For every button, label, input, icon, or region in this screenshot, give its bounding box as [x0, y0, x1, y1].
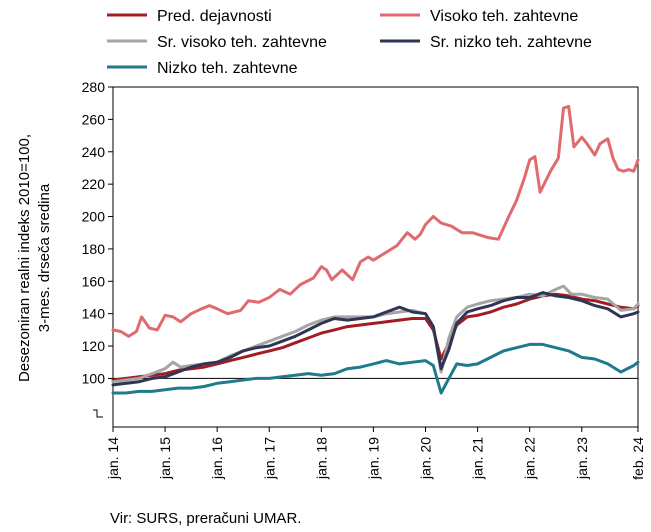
- plot-area-frame: [112, 86, 639, 428]
- x-tick-label: jan. 21: [470, 437, 486, 480]
- x-tick-label: jan. 15: [157, 437, 173, 480]
- legend-label: Sr. visoko teh. zahtevne: [157, 34, 327, 51]
- x-tick-label: jan. 18: [313, 437, 329, 480]
- x-tick-label: feb. 24: [630, 437, 646, 480]
- y-tick-label: 220: [82, 176, 106, 192]
- y-tick-label: 100: [82, 370, 106, 386]
- y-tick-label: 140: [82, 306, 106, 322]
- x-tick-label: jan. 17: [261, 437, 277, 480]
- legend-label: Pred. dejavnosti: [157, 8, 272, 25]
- legend-label: Sr. nizko teh. zahtevne: [430, 34, 592, 51]
- legend-label: Visoko teh. zahtevne: [430, 8, 578, 25]
- x-tick-label: jan. 22: [522, 437, 538, 480]
- series-line-5: [111, 342, 640, 395]
- y-axis-label-line: Desezoniran realni indeks 2010=100,: [16, 134, 33, 382]
- source-note: Vir: SURS, preračuni UMAR.: [110, 510, 302, 527]
- x-tick-label: jan. 16: [209, 437, 225, 480]
- x-tick-label: jan. 14: [105, 437, 121, 480]
- y-tick-label: 200: [82, 209, 106, 225]
- y-tick-label: 160: [82, 273, 106, 289]
- x-tick-label: jan. 20: [418, 437, 434, 480]
- y-tick-label: 260: [82, 111, 106, 127]
- x-tick-label: jan. 23: [574, 437, 590, 480]
- y-tick-label: 280: [82, 79, 106, 95]
- legend-label: Nizko teh. zahtevne: [157, 60, 298, 77]
- y-tick-label: 120: [82, 338, 106, 354]
- y-tick-label: 180: [82, 241, 106, 257]
- series-line-4: [111, 291, 640, 387]
- y-tick-label: 240: [82, 144, 106, 160]
- y-axis-label: Desezoniran realni indeks 2010=100, 3-mes…: [16, 134, 53, 382]
- y-axis-label-line: 3-mes. drseča sredina: [36, 183, 53, 332]
- series-line-2: [111, 104, 640, 338]
- axis-break-icon: [93, 409, 103, 418]
- x-tick-label: jan. 19: [365, 437, 381, 480]
